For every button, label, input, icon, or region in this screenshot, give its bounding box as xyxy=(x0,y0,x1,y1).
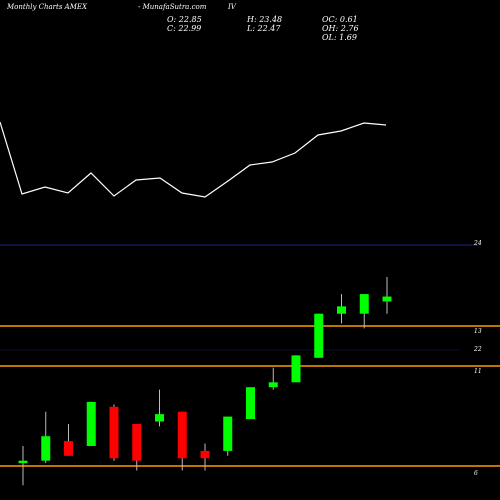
candle-body xyxy=(177,411,187,459)
candle-7 xyxy=(177,411,187,471)
candle-body xyxy=(64,441,73,456)
ohlc-open-close: O: 22.85 C: 22.99 xyxy=(167,15,202,33)
candle-body xyxy=(314,313,324,358)
candle-4 xyxy=(109,404,119,461)
open-value: O: 22.85 xyxy=(167,15,202,24)
y-label-2: 22 xyxy=(473,346,482,353)
y-label-1: 13 xyxy=(474,328,482,335)
oc-value: OC: 0.61 xyxy=(322,15,358,24)
candle-body xyxy=(41,436,51,461)
candle-14 xyxy=(337,294,346,324)
symbol-label: IV xyxy=(228,3,236,11)
candle-3 xyxy=(86,401,96,446)
candle-body xyxy=(109,406,119,459)
low-value: L: 22.47 xyxy=(247,24,281,33)
candle-body xyxy=(86,401,96,446)
oh-value: OH: 2.76 xyxy=(322,24,359,33)
candle-body xyxy=(132,423,142,461)
candle-body xyxy=(382,296,392,302)
candle-5 xyxy=(132,423,142,471)
candle-10 xyxy=(246,387,255,420)
y-axis-labels: 24 13 22 11 6 xyxy=(473,240,482,477)
candle-13 xyxy=(314,313,324,358)
ohlc-diffs: OC: 0.61 OH: 2.76 OL: 1.69 xyxy=(322,15,359,42)
candle-body xyxy=(18,460,28,464)
candle-8 xyxy=(200,443,210,471)
candle-body xyxy=(223,416,233,451)
y-label-3: 11 xyxy=(474,368,482,375)
candle-body xyxy=(291,355,301,383)
candles-layer xyxy=(18,276,392,486)
level-lines xyxy=(0,244,500,467)
price-line xyxy=(0,121,387,198)
candle-body xyxy=(155,414,164,422)
ol-value: OL: 1.69 xyxy=(322,33,357,42)
candle-body xyxy=(246,387,255,420)
candle-1 xyxy=(41,411,51,464)
high-value: H: 23.48 xyxy=(247,15,283,24)
candle-body xyxy=(359,294,369,314)
candle-12 xyxy=(291,355,301,383)
ohlc-high-low: H: 23.48 L: 22.47 xyxy=(247,15,282,33)
site-label: - MunafaSutra.com xyxy=(138,3,207,11)
candle-16 xyxy=(382,276,392,314)
candle-2 xyxy=(64,423,73,456)
chart-source-label: Monthly Charts AMEX xyxy=(7,3,87,11)
price-line-layer xyxy=(0,121,387,198)
candle-9 xyxy=(223,416,233,456)
candle-6 xyxy=(155,389,164,427)
y-label-0: 24 xyxy=(473,240,482,247)
candle-body xyxy=(200,450,210,459)
candle-11 xyxy=(268,367,278,390)
candle-15 xyxy=(359,294,369,329)
candle-body xyxy=(337,306,346,314)
y-label-4: 6 xyxy=(474,470,478,477)
candle-body xyxy=(268,382,278,388)
candle-0 xyxy=(18,446,28,486)
close-value: C: 22.99 xyxy=(167,24,202,33)
